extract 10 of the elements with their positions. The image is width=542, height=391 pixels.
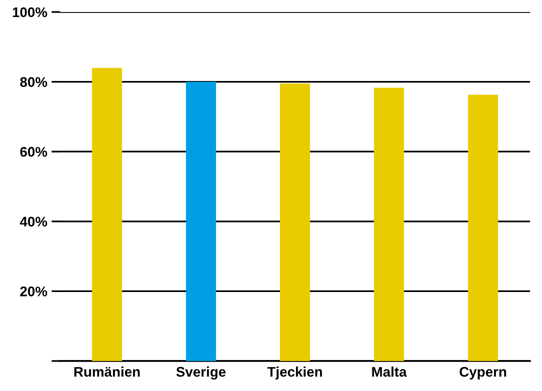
y-tick-label: 20% — [20, 286, 48, 296]
y-tick-label: 40% — [20, 216, 48, 227]
x-tick-label: Cypern — [460, 366, 506, 380]
x-tick-label: Malta — [372, 366, 407, 377]
y-tick-label: 60% — [20, 146, 48, 157]
x-tick-label: Tjeckien — [267, 366, 322, 380]
y-tick-label: 100% — [12, 7, 48, 18]
x-tick-label: Sverige — [176, 366, 226, 380]
y-tick-label: 80% — [20, 77, 48, 87]
x-tick-label: Rumänien — [74, 366, 140, 377]
